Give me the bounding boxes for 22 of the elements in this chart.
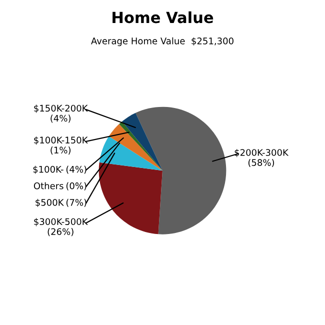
data-label: (58%): [248, 158, 274, 168]
slice-label: $500K: [36, 198, 64, 208]
slice-label: $300K-500K: [34, 218, 88, 226]
pie-slice: [108, 124, 162, 171]
text: (0%): [66, 182, 86, 190]
pie-slice: [122, 112, 162, 171]
data-label: (4%): [50, 114, 70, 123]
data-label: (1%): [50, 146, 70, 155]
slice-label: $150K-200K: [34, 104, 88, 113]
data-label: (4%): [66, 166, 86, 174]
pie-slice: [119, 121, 162, 171]
data-label: (7%): [66, 198, 86, 207]
pie-slice: [98, 162, 162, 234]
data-label: (26%): [48, 228, 74, 236]
pie-slice: [136, 106, 226, 234]
slice-label: $100K-: [33, 166, 64, 174]
category-label: Others: [34, 182, 64, 190]
chart-title: Home Value: [112, 11, 214, 24]
chart-subtitle: Average Home Value $251,300: [91, 37, 234, 46]
slice-label: $200K-300K: [234, 148, 289, 158]
pie-slice: [99, 136, 162, 171]
slice-label: $100K-150K: [34, 136, 88, 145]
